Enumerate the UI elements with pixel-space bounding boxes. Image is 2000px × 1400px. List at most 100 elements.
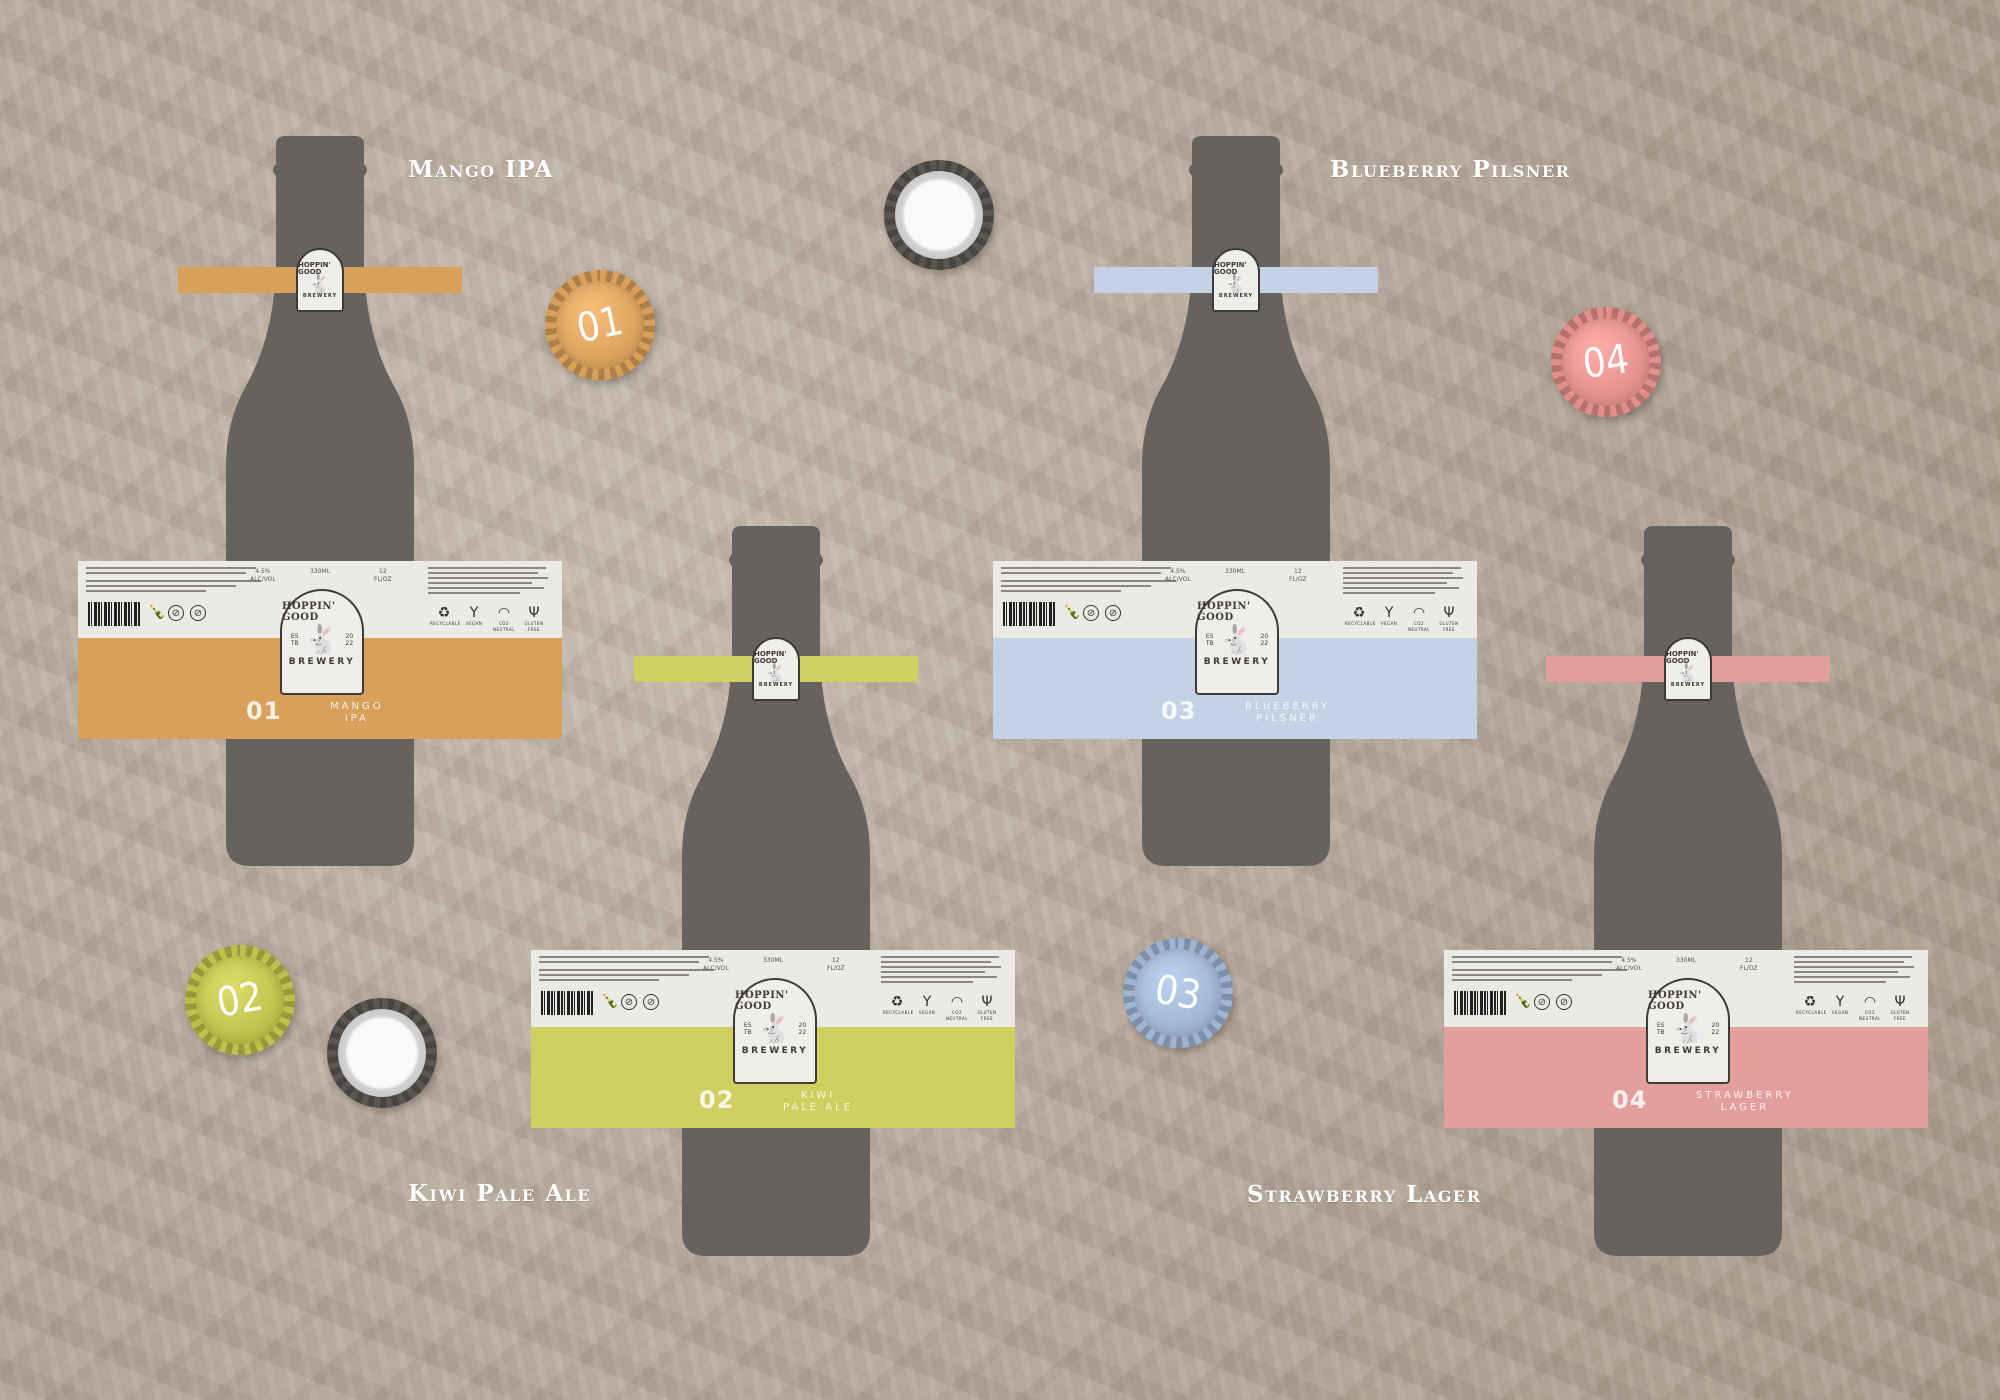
- neck-brand-badge: HOPPIN' GOOD 🐇 BREWERY: [752, 637, 800, 701]
- label-beer-name: MANGO IPA: [330, 701, 384, 724]
- barcode: [1454, 991, 1506, 1015]
- no-pregnancy-icon: ⊘: [621, 994, 637, 1010]
- pictogram-label: RECYCLABLE: [1345, 621, 1376, 626]
- main-label-kiwi: 4.5% ALC/VOL 330ML 12 FL/OZ 🍾 ⊘ ⊘ ♻ RECYCLABLE Y…: [531, 950, 1015, 1128]
- volume-text: 330ML: [763, 957, 783, 964]
- bottle-silhouette-blueberry: [1140, 136, 1332, 866]
- cap-number: 04: [1580, 336, 1632, 388]
- bottle-silhouette-kiwi: [680, 526, 872, 1256]
- cap-number: 01: [572, 297, 628, 353]
- recycle-icon: ♻ RECYCLABLE: [430, 605, 461, 626]
- label-number: 03: [1161, 697, 1197, 725]
- bottle-silhouette-strawberry: [1592, 526, 1784, 1256]
- est-right: 20 22: [798, 1022, 807, 1036]
- label-beer-name: BLUEBERRY PILSNER: [1245, 701, 1331, 724]
- beer-title-kiwi: Kiwi Pale Ale: [408, 1180, 591, 1207]
- main-label-blueberry: 4.5% ALC/VOL 330ML 12 FL/OZ 🍾 ⊘ ⊘ ♻ RECYCLABLE Y…: [993, 561, 1477, 739]
- volume-text: 330ML: [1225, 568, 1245, 575]
- pictogram-label: CO2 NEUTRAL: [1859, 1010, 1881, 1021]
- rabbit-icon: 🐇: [1676, 662, 1700, 684]
- recycle-icon: ♻ RECYCLABLE: [1796, 994, 1827, 1015]
- bottle-silhouette-mango: [224, 136, 416, 866]
- neck-label-kiwi: HOPPIN' GOOD 🐇 BREWERY: [634, 637, 918, 701]
- brand-arc-text: HOPPIN' GOOD: [1197, 601, 1251, 623]
- neck-brand-bottom: BREWERY: [1218, 292, 1254, 299]
- pictogram-label: GLUTEN FREE: [1439, 621, 1459, 632]
- est-left: ES TB: [743, 1022, 752, 1036]
- pictogram-label: CO2 NEUTRAL: [493, 621, 515, 632]
- neck-brand-badge: HOPPIN' GOOD 🐇 BREWERY: [1212, 248, 1260, 312]
- gluten-free-icon: Ψ GLUTEN FREE: [1435, 605, 1463, 633]
- brand-badge: HOPPIN' GOOD ES TB 🐇 20 22 BREWERY: [1195, 589, 1279, 695]
- brand-bottom-text: BREWERY: [1654, 1046, 1722, 1056]
- est-right: 20 22: [1260, 633, 1269, 647]
- est-left: ES TB: [290, 633, 299, 647]
- neck-label-mango: HOPPIN' GOOD 🐇 BREWERY: [178, 248, 462, 312]
- beer-title-mango: Mango IPA: [408, 156, 554, 183]
- description-text: [428, 567, 548, 597]
- floz-text: 12 FL/OZ: [374, 568, 392, 583]
- gluten-free-icon: Ψ GLUTEN FREE: [1886, 994, 1914, 1022]
- pictogram-label: GLUTEN FREE: [977, 1010, 997, 1021]
- abv-text: 4.5% ALC/VOL: [1165, 568, 1191, 583]
- neck-brand-arc: HOPPIN' GOOD: [754, 649, 787, 665]
- label-number: 02: [699, 1086, 735, 1114]
- rabbit-icon: 🐇: [1224, 273, 1248, 295]
- barcode: [541, 991, 593, 1015]
- rabbit-icon: 🐇: [757, 1012, 793, 1045]
- abv-text: 4.5% ALC/VOL: [703, 957, 729, 972]
- pictogram-label: VEGAN: [1380, 621, 1398, 626]
- volume-text: 330ML: [1676, 957, 1696, 964]
- rabbit-icon: 🐇: [304, 623, 340, 656]
- brand-badge-row: ES TB 🐇 20 22: [1206, 625, 1268, 655]
- neck-brand-badge: HOPPIN' GOOD 🐇 BREWERY: [296, 248, 344, 312]
- label-number: 04: [1612, 1086, 1648, 1114]
- cap-face: [338, 1009, 426, 1097]
- neck-brand-bottom: BREWERY: [758, 681, 794, 688]
- vegan-icon: Y VEGAN: [1826, 994, 1854, 1016]
- neck-brand-badge: HOPPIN' GOOD 🐇 BREWERY: [1664, 637, 1712, 701]
- bottle-cap-01: 01: [545, 270, 655, 380]
- gluten-free-icon: Ψ GLUTEN FREE: [973, 994, 1001, 1022]
- bottle-icon: 🍾: [1063, 604, 1081, 620]
- est-left: ES TB: [1205, 633, 1214, 647]
- recycle-icon: ♻ RECYCLABLE: [883, 994, 914, 1015]
- cap-number: 03: [1151, 966, 1205, 1020]
- brand-badge: HOPPIN' GOOD ES TB 🐇 20 22 BREWERY: [733, 978, 817, 1084]
- abv-text: 4.5% ALC/VOL: [250, 568, 276, 583]
- main-label-strawberry: 4.5% ALC/VOL 330ML 12 FL/OZ 🍾 ⊘ ⊘ ♻ RECYCLABLE Y…: [1444, 950, 1928, 1128]
- brand-arc-text: HOPPIN' GOOD: [1648, 990, 1702, 1012]
- no-driving-icon: ⊘: [643, 994, 659, 1010]
- pictogram-label: RECYCLABLE: [1796, 1010, 1827, 1015]
- brand-bottom-text: BREWERY: [741, 1046, 809, 1056]
- volume-text: 330ML: [310, 568, 330, 575]
- abv-text: 4.5% ALC/VOL: [1616, 957, 1642, 972]
- neck-label-strawberry: HOPPIN' GOOD 🐇 BREWERY: [1546, 637, 1830, 701]
- rabbit-icon: 🐇: [308, 273, 332, 295]
- pictogram-label: VEGAN: [465, 621, 483, 626]
- co2-neutral-icon: ◠ CO2 NEUTRAL: [943, 994, 971, 1022]
- bottle-cap-03: 03: [1123, 938, 1233, 1048]
- rabbit-icon: 🐇: [1219, 623, 1255, 656]
- pictogram-label: GLUTEN FREE: [524, 621, 544, 632]
- brand-badge-row: ES TB 🐇 20 22: [291, 625, 353, 655]
- ingredients-text: [1452, 956, 1632, 984]
- brand-badge-row: ES TB 🐇 20 22: [744, 1014, 806, 1044]
- vegan-icon: Y VEGAN: [913, 994, 941, 1016]
- no-pregnancy-icon: ⊘: [1534, 994, 1550, 1010]
- bottle-icon: 🍾: [601, 993, 619, 1009]
- neck-brand-bottom: BREWERY: [1670, 681, 1706, 688]
- rabbit-icon: 🐇: [1670, 1012, 1706, 1045]
- brand-bottom-text: BREWERY: [288, 657, 356, 667]
- neck-brand-arc: HOPPIN' GOOD: [1214, 260, 1247, 276]
- beer-title-blueberry: Blueberry Pilsner: [1330, 156, 1571, 183]
- cap-number: 02: [213, 973, 267, 1027]
- neck-brand-arc: HOPPIN' GOOD: [298, 260, 331, 276]
- barcode: [88, 602, 140, 626]
- barcode: [1003, 602, 1055, 626]
- bottle-cap-02: 02: [185, 945, 295, 1055]
- ingredients-text: [86, 567, 266, 595]
- ingredients-text: [1001, 567, 1181, 595]
- ingredients-text: [539, 956, 719, 984]
- vegan-icon: Y VEGAN: [1375, 605, 1403, 627]
